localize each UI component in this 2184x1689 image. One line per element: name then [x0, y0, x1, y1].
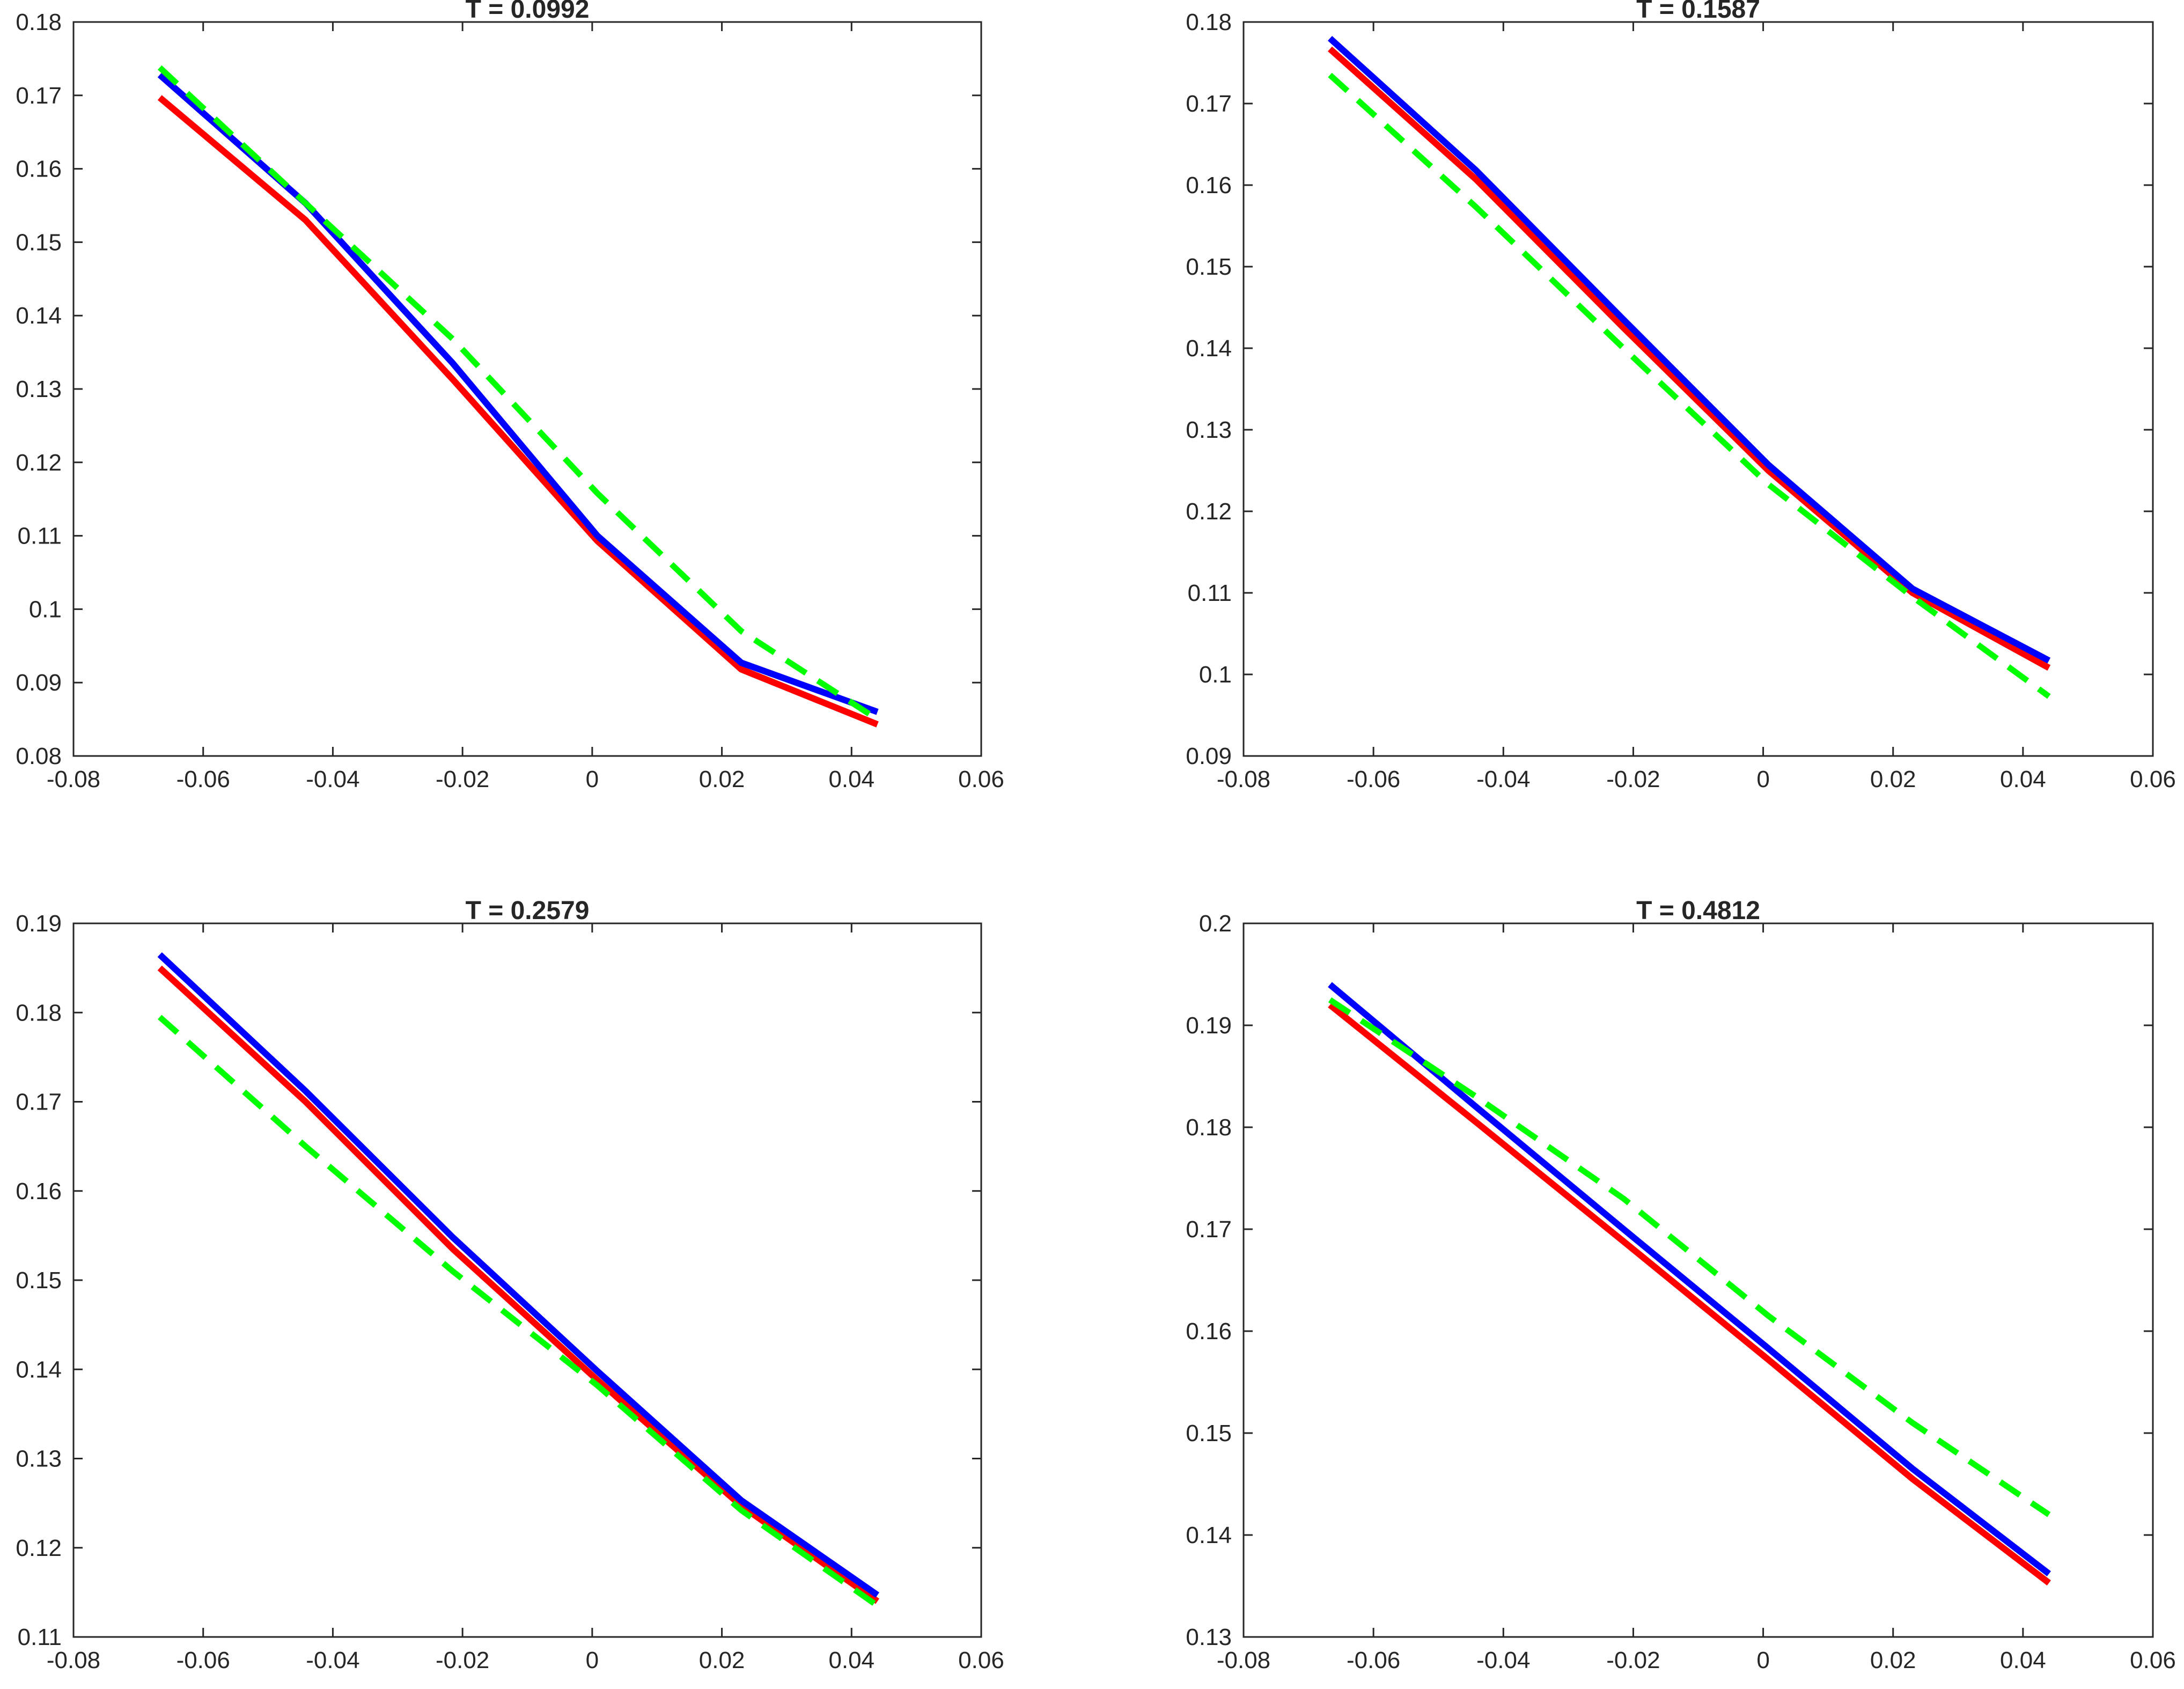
x-tick-label: -0.04: [306, 1647, 359, 1673]
axes-box: [72, 922, 982, 1638]
axes-box: [1242, 922, 2154, 1638]
y-tick-label: 0.2: [1199, 910, 1232, 937]
x-tick-label: -0.06: [177, 766, 230, 792]
y-tick-label: 0.16: [1186, 1318, 1232, 1345]
x-tick-label: 0: [1756, 766, 1769, 792]
x-tick-label: -0.08: [1217, 766, 1270, 792]
y-tick-label: 0.18: [16, 1000, 62, 1026]
series-line-green: [158, 1015, 879, 1609]
chart-title: T = 0.2579: [466, 897, 590, 925]
x-tick-label: 0.04: [2000, 1647, 2046, 1673]
series-line-blue: [157, 952, 880, 1598]
y-tick-label: 0.09: [16, 670, 62, 696]
x-tick-label: 0.06: [958, 1647, 1004, 1673]
x-tick-label: -0.02: [436, 766, 489, 792]
subplot-2: T = 0.1587 -0.08 -0.06 -0.04 -0.02 0 0.02 0.04 0…: [1186, 0, 2175, 792]
x-tick-label: -0.08: [47, 766, 100, 792]
series-line-red: [1328, 46, 2051, 671]
x-tick-label: -0.06: [1347, 1647, 1400, 1673]
x-tick-label: -0.02: [436, 1647, 489, 1673]
y-tick-label: 0.17: [1186, 91, 1232, 117]
x-tick-label: -0.04: [306, 766, 359, 792]
series-line-blue: [1328, 982, 2051, 1576]
y-tick-label: 0.16: [1186, 172, 1232, 199]
series-line-blue: [157, 72, 879, 715]
y-tick-label: 0.13: [16, 1446, 62, 1472]
y-tick-label: 0.18: [1186, 9, 1232, 35]
y-tick-label: 0.13: [1186, 417, 1232, 443]
x-tick-label: 0.04: [828, 1647, 874, 1673]
x-tick-label: -0.06: [177, 1647, 230, 1673]
y-tick-label: 0.09: [1186, 743, 1232, 769]
y-tick-label: 0.1: [1199, 662, 1232, 688]
x-tick-label: 0.02: [1870, 1647, 1916, 1673]
x-tick-label: -0.04: [1476, 766, 1530, 792]
y-tick-label: 0.11: [18, 1624, 62, 1650]
subplot-1: T = 0.0992 -0.08 -0.06 -0.04 -0.02 0 0.02 0.04 0…: [16, 0, 1004, 792]
x-tick-label: -0.06: [1347, 766, 1400, 792]
y-tick-label: 0.14: [1186, 1522, 1232, 1548]
y-tick-label: 0.15: [1186, 254, 1232, 280]
y-tick-label: 0.19: [16, 910, 62, 937]
x-tick-label: -0.08: [47, 1647, 100, 1673]
axes-box: [72, 21, 982, 757]
series-line-blue: [1327, 35, 2051, 664]
x-tick-label: -0.08: [1217, 1647, 1270, 1673]
x-tick-label: 0.02: [1870, 766, 1916, 792]
axes-box: [1242, 21, 2154, 757]
y-tick-label: 0.17: [16, 1089, 62, 1115]
subplot-4: T = 0.4812 -0.08 -0.06 -0.04 -0.02 0 0.02 0.04 0…: [1186, 897, 2175, 1673]
y-tick-label: 0.19: [1186, 1012, 1232, 1039]
x-tick-label: 0.06: [2130, 766, 2176, 792]
y-tick-label: 0.16: [16, 1178, 62, 1205]
y-tick-label: 0.12: [16, 1535, 62, 1561]
y-tick-label: 0.14: [1186, 335, 1232, 362]
series-line-red: [157, 965, 880, 1604]
x-tick-label: 0: [586, 1647, 599, 1673]
y-tick-label: 0.08: [16, 743, 62, 769]
x-tick-label: 0: [1756, 1647, 1769, 1673]
y-tick-label: 0.18: [16, 9, 62, 35]
series-line-red: [1328, 1002, 2051, 1586]
y-tick-label: 0.17: [1186, 1216, 1232, 1243]
x-tick-label: 0.04: [828, 766, 874, 792]
y-tick-label: 0.14: [16, 303, 62, 329]
y-tick-label: 0.14: [16, 1356, 62, 1383]
y-tick-label: 0.16: [16, 156, 62, 182]
x-tick-label: -0.04: [1476, 1647, 1530, 1673]
x-tick-label: 0.06: [2130, 1647, 2176, 1673]
y-tick-label: 0.18: [1186, 1114, 1232, 1141]
series-line-green: [157, 65, 879, 722]
y-tick-label: 0.15: [16, 229, 62, 255]
series-line-red: [157, 95, 879, 728]
x-tick-label: 0.06: [958, 766, 1004, 792]
y-tick-label: 0.13: [16, 376, 62, 402]
y-tick-label: 0.15: [16, 1267, 62, 1294]
subplot-3: T = 0.2579 -0.08 -0.06 -0.04 -0.02 0 0.02 0.04 0…: [16, 897, 1004, 1673]
x-tick-label: 0: [586, 766, 599, 792]
y-tick-label: 0.12: [1186, 498, 1232, 525]
y-tick-label: 0.1: [29, 596, 62, 622]
x-tick-label: -0.02: [1606, 1647, 1660, 1673]
y-tick-label: 0.11: [1188, 580, 1232, 606]
chart-title: T = 0.1587: [1636, 0, 1760, 24]
x-tick-label: -0.02: [1606, 766, 1660, 792]
y-tick-label: 0.11: [18, 523, 62, 549]
x-tick-label: 0.02: [699, 1647, 745, 1673]
y-tick-label: 0.12: [16, 450, 62, 476]
chart-title: T = 0.0992: [466, 0, 590, 24]
y-tick-label: 0.13: [1186, 1624, 1232, 1650]
chart-title: T = 0.4812: [1636, 897, 1760, 925]
y-tick-label: 0.15: [1186, 1420, 1232, 1446]
x-tick-label: 0.02: [699, 766, 745, 792]
series-line-green: [1328, 72, 2051, 699]
y-tick-label: 0.17: [16, 83, 62, 109]
x-tick-label: 0.04: [2000, 766, 2046, 792]
